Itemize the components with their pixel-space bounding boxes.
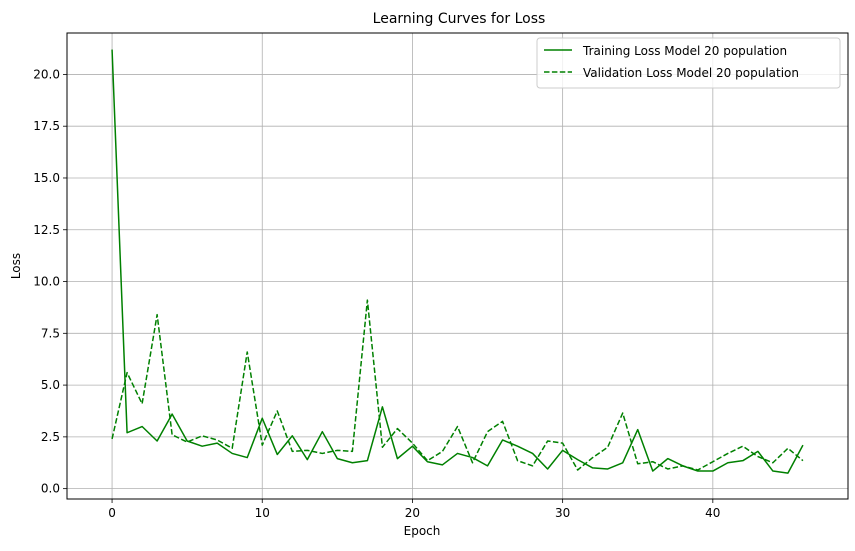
y-tick-label: 2.5 bbox=[41, 430, 60, 444]
y-tick-label: 17.5 bbox=[33, 119, 60, 133]
legend-box bbox=[536, 37, 841, 89]
legend-label-training-loss: Training Loss Model 20 population bbox=[582, 44, 787, 58]
y-axis-ticks: 0.0 2.5 5.0 7.5 10.0 12.5 15.0 17.5 20.0 bbox=[33, 67, 67, 496]
y-axis-label: Loss bbox=[9, 253, 23, 279]
x-tick-label: 10 bbox=[255, 506, 270, 520]
y-tick-label: 7.5 bbox=[41, 326, 60, 340]
x-tick-label: 0 bbox=[108, 506, 116, 520]
chart-title: Learning Curves for Loss bbox=[373, 11, 546, 27]
y-tick-label: 12.5 bbox=[33, 223, 60, 237]
x-tick-label: 20 bbox=[405, 506, 420, 520]
validation-loss-line bbox=[111, 299, 804, 471]
series-lines bbox=[111, 49, 804, 474]
x-tick-label: 30 bbox=[555, 506, 570, 520]
x-tick-label: 40 bbox=[705, 506, 720, 520]
legend-label-validation-loss: Validation Loss Model 20 population bbox=[583, 66, 799, 80]
legend: Training Loss Model 20 population Valida… bbox=[536, 37, 841, 89]
x-axis-label: Epoch bbox=[404, 524, 441, 538]
y-tick-label: 20.0 bbox=[33, 67, 60, 81]
training-loss-line bbox=[111, 49, 804, 474]
y-tick-label: 15.0 bbox=[33, 171, 60, 185]
plot-frame bbox=[66, 32, 849, 500]
y-tick-label: 0.0 bbox=[41, 482, 60, 496]
grid-lines bbox=[67, 33, 848, 499]
x-axis-ticks: 0 10 20 30 40 bbox=[108, 499, 720, 520]
y-tick-label: 10.0 bbox=[33, 275, 60, 289]
y-tick-label: 5.0 bbox=[41, 378, 60, 392]
